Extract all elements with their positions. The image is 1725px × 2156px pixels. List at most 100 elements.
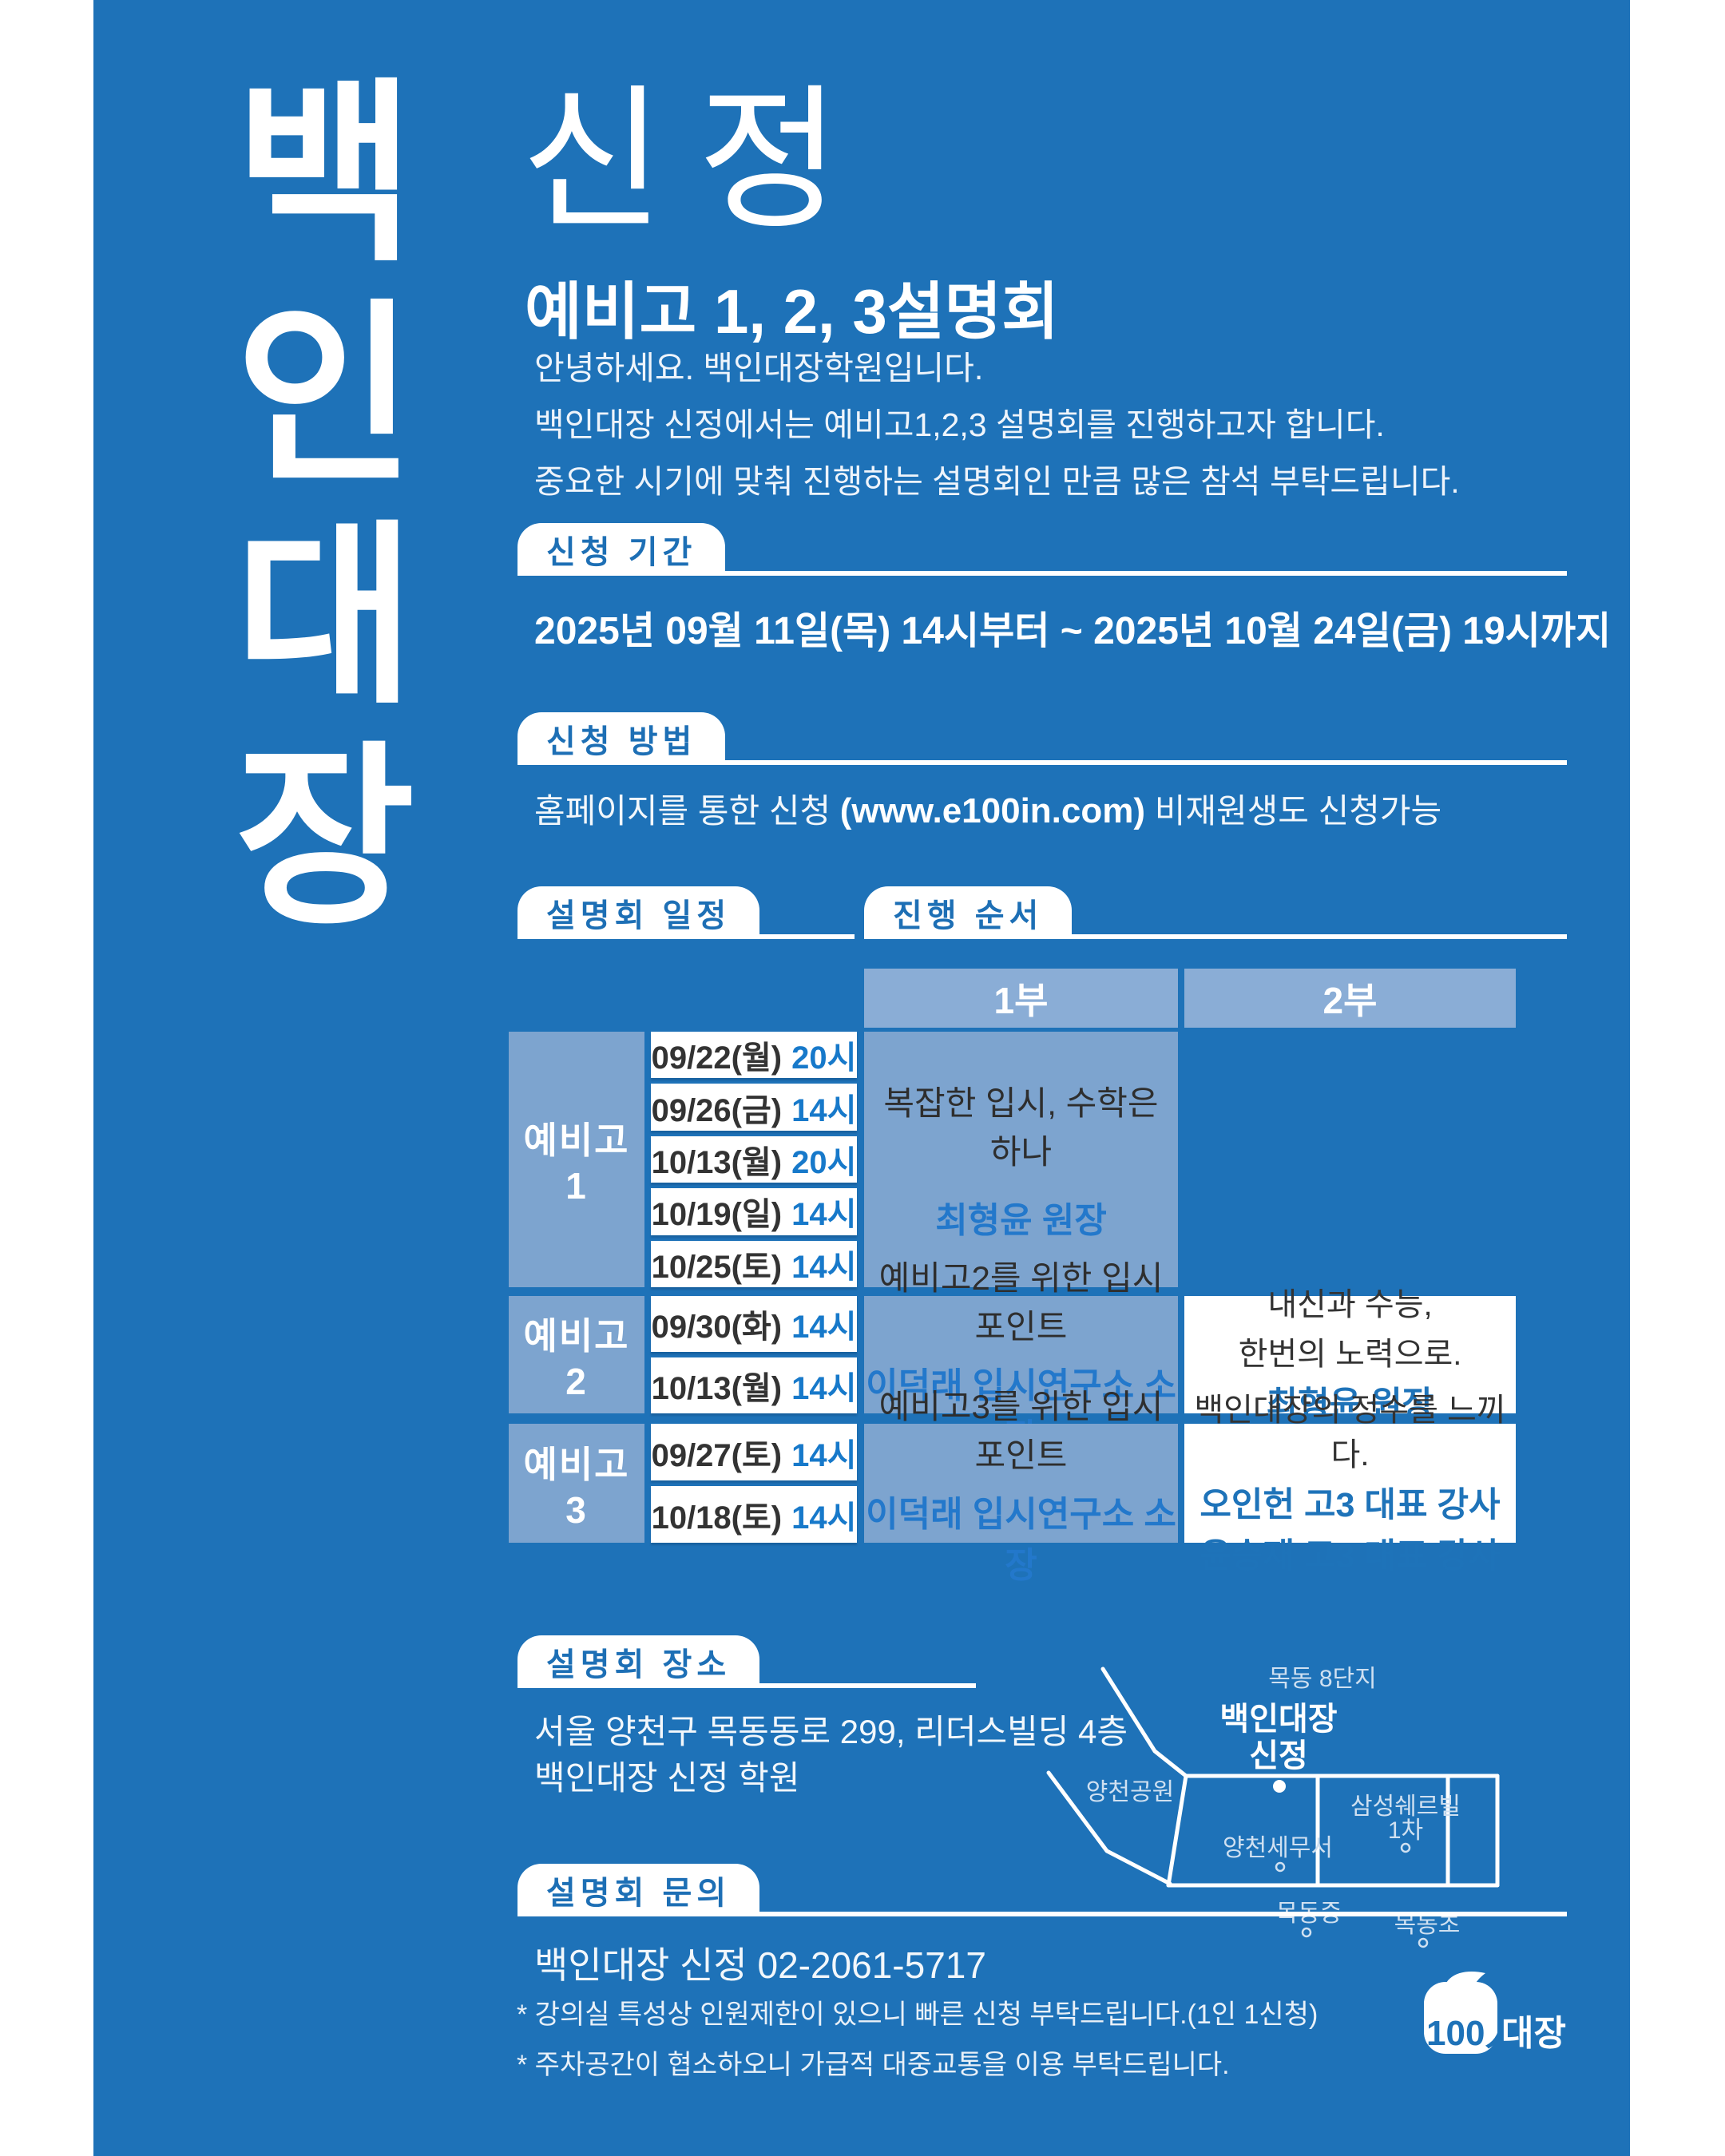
table-date-cell: 10/13(월) 14시 bbox=[651, 1357, 857, 1413]
part1-speaker: 이덕래 입시연구소 소장 bbox=[866, 1494, 1176, 1585]
part2-topic: 백인대장의 정수를 느끼다. bbox=[1194, 1392, 1506, 1472]
poster-background: 백 인 대 장 신정 예비고 1, 2, 3설명회 안녕하세요. 백인대장학원입… bbox=[93, 0, 1630, 2156]
intro-paragraph: 안녕하세요. 백인대장학원입니다. 백인대장 신정에서는 예비고1,2,3 설명… bbox=[534, 340, 1460, 510]
table-date-cell: 09/30(화) 14시 bbox=[651, 1296, 857, 1352]
map-road bbox=[1046, 1770, 1172, 1886]
section-rule bbox=[518, 1683, 976, 1688]
table-date-cell: 09/27(토) 14시 bbox=[651, 1424, 857, 1480]
page-title: 예비고 1, 2, 3설명회 bbox=[525, 276, 1060, 347]
session-date: 09/30(화) bbox=[651, 1310, 783, 1345]
map-label-tax-office: 양천세무서 bbox=[1223, 1835, 1333, 1861]
map-label-complex: 목동 8단지 bbox=[1268, 1666, 1376, 1692]
session-date: 10/25(토) bbox=[651, 1249, 783, 1285]
intro-line: 중요한 시기에 맞춰 진행하는 설명회인 만큼 많은 참석 부탁드립니다. bbox=[534, 463, 1460, 500]
map-poi-dot bbox=[1275, 1861, 1286, 1873]
logo-box-text: 100人 bbox=[1426, 2014, 1520, 2053]
session-time: 20시 bbox=[791, 1145, 857, 1181]
brand-char: 장 bbox=[235, 728, 415, 947]
section-badge-method: 신청 방법 bbox=[518, 712, 726, 765]
session-time: 14시 bbox=[791, 1197, 857, 1233]
section-badge-order: 진행 순서 bbox=[864, 886, 1073, 939]
session-time: 14시 bbox=[791, 1500, 857, 1536]
part1-topic: 복잡한 입시, 수학은 하나 bbox=[883, 1084, 1159, 1171]
location-title: 신정 bbox=[521, 73, 874, 248]
brand-char: 대 bbox=[235, 507, 415, 726]
section-badge-venue: 설명회 장소 bbox=[518, 1635, 760, 1688]
section-rule bbox=[518, 1912, 1567, 1916]
intro-line: 안녕하세요. 백인대장학원입니다. bbox=[534, 350, 984, 386]
table-row-label: 예비고 1 bbox=[509, 1032, 644, 1287]
logo-box bbox=[1424, 1982, 1497, 2054]
session-date: 09/22(월) bbox=[651, 1040, 783, 1076]
map-label-apartment: 1차 bbox=[1388, 1817, 1423, 1844]
session-time: 14시 bbox=[791, 1092, 857, 1128]
intro-line: 백인대장 신정에서는 예비고1,2,3 설명회를 진행하고자 합니다. bbox=[534, 406, 1385, 443]
section-rule bbox=[518, 571, 1567, 576]
table-date-cell: 10/13(월) 20시 bbox=[651, 1135, 857, 1183]
part2-speaker: 윤승재 고3 대표 강사 bbox=[1200, 1536, 1501, 1575]
map-label-park: 양천공원 bbox=[1086, 1779, 1174, 1805]
table-row-label: 예비고 3 bbox=[509, 1424, 644, 1543]
table-date-cell: 10/19(일) 14시 bbox=[651, 1188, 857, 1235]
section-badge-contact: 설명회 문의 bbox=[518, 1864, 760, 1916]
table-date-cell: 09/26(금) 14시 bbox=[651, 1084, 857, 1131]
session-time: 14시 bbox=[791, 1249, 857, 1285]
session-date: 10/19(일) bbox=[651, 1197, 783, 1233]
table-row-dates: 09/22(월) 20시 09/26(금) 14시 10/13(월) 20시 10/1… bbox=[651, 1032, 857, 1288]
session-date: 10/13(월) bbox=[651, 1371, 783, 1406]
map-poi-dot bbox=[1418, 1937, 1429, 1948]
session-time: 14시 bbox=[791, 1371, 857, 1406]
contact-phone: 백인대장 신정 02-2061-5717 bbox=[534, 1944, 986, 1986]
brand-logo: 100人 대장 bbox=[1424, 1972, 1566, 2054]
map-label-academy: 신정 bbox=[1249, 1738, 1308, 1774]
session-time: 14시 bbox=[791, 1310, 857, 1345]
venue-address-line: 백인대장 신정 학원 bbox=[534, 1759, 800, 1797]
table-part1-cell: 예비고3를 위한 입시포인트 이덕래 입시연구소 소장 bbox=[864, 1388, 1178, 1585]
brand-char: 인 bbox=[235, 286, 415, 505]
map-road bbox=[1166, 1774, 1188, 1888]
table-row-dates: 09/30(화) 14시 10/13(월) 14시 bbox=[651, 1296, 857, 1413]
section-badge-schedule: 설명회 일정 bbox=[518, 886, 760, 939]
venue-address: 서울 양천구 목동동로 299, 리더스빌딩 4층 백인대장 신정 학원 bbox=[534, 1709, 1128, 1801]
part1-topic: 예비고2를 위한 입시포인트 bbox=[878, 1258, 1164, 1346]
map-road bbox=[1100, 1667, 1188, 1778]
map-academy-marker bbox=[1273, 1780, 1286, 1793]
table-part2-cell: 내신과 수능, 한번의 노력으로. 최형윤 원장 bbox=[1184, 1287, 1516, 1424]
table-part1-cell: 복잡한 입시, 수학은 하나 최형윤 원장 bbox=[864, 1032, 1178, 1287]
venue-address-line: 서울 양천구 목동동로 299, 리더스빌딩 4층 bbox=[534, 1713, 1128, 1750]
section-rule bbox=[864, 934, 1567, 939]
session-date: 10/18(토) bbox=[651, 1500, 783, 1536]
method-text: 홈페이지를 통한 신청 (www.e100in.com) 비재원생도 신청가능 bbox=[534, 784, 1441, 833]
table-header-part1: 1부 bbox=[864, 969, 1178, 1028]
part2-topic: 한번의 노력으로. bbox=[1238, 1336, 1462, 1372]
part2-speaker: 오인헌 고3 대표 강사 bbox=[1200, 1485, 1501, 1524]
part2-speaker: 최형윤 원장 bbox=[1266, 1385, 1434, 1424]
session-date: 09/27(토) bbox=[651, 1437, 783, 1473]
part1-topic: 예비고3를 위한 입시포인트 bbox=[878, 1387, 1164, 1474]
table-date-cell: 10/18(토) 14시 bbox=[651, 1486, 857, 1543]
part1-speaker: 최형윤 원장 bbox=[935, 1201, 1107, 1240]
session-date: 09/26(금) bbox=[651, 1092, 783, 1128]
table-header-part2: 2부 bbox=[1184, 969, 1516, 1028]
brand-vertical-title: 백 인 대 장 bbox=[209, 64, 441, 949]
section-rule bbox=[518, 760, 1567, 765]
part2-topic: 내신과 수능, bbox=[1267, 1286, 1433, 1322]
session-date: 10/13(월) bbox=[651, 1145, 783, 1181]
map-poi-dot bbox=[1301, 1927, 1312, 1938]
logo-suffix-text: 대장 bbox=[1501, 2014, 1566, 2053]
table-part2-cell: 백인대장의 정수를 느끼다. 오인헌 고3 대표 강사 윤승재 고3 대표 강사 bbox=[1184, 1393, 1516, 1575]
table-date-cell: 09/22(월) 20시 bbox=[651, 1032, 857, 1079]
section-rule bbox=[518, 934, 855, 939]
map-label-academy: 백인대장 bbox=[1219, 1702, 1337, 1737]
map-poi-dot bbox=[1400, 1842, 1411, 1853]
table-row-label: 예비고 2 bbox=[509, 1296, 644, 1413]
period-text: 2025년 09월 11일(목) 14시부터 ~ 2025년 10월 24일(금… bbox=[534, 610, 1612, 652]
method-text-pre: 홈페이지를 통한 신청 bbox=[534, 792, 840, 830]
table-date-cell: 10/25(토) 14시 bbox=[651, 1240, 857, 1288]
session-time: 14시 bbox=[791, 1437, 857, 1473]
section-badge-period: 신청 기간 bbox=[518, 523, 726, 576]
footnote: * 강의실 특성상 인원제한이 있으니 빠른 신청 부탁드립니다.(1인 1신청… bbox=[517, 1999, 1319, 2030]
footnote: * 주차공간이 협소하오니 가급적 대중교통을 이용 부탁드립니다. bbox=[517, 2050, 1230, 2080]
method-url[interactable]: (www.e100in.com) bbox=[839, 791, 1146, 830]
